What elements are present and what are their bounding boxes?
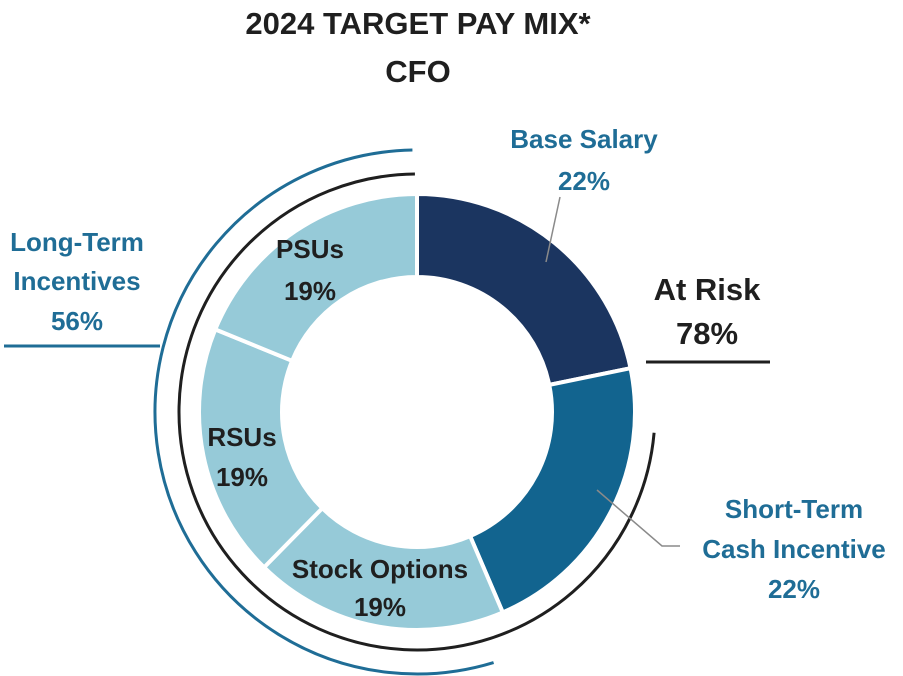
long-term-incentives-label-line2: Incentives [13, 266, 140, 296]
slice-base-salary [415, 191, 633, 388]
slice-psus [212, 191, 419, 364]
short-term-value: 22% [768, 574, 820, 604]
psus-value: 19% [284, 276, 336, 306]
short-term-label-line1: Short-Term [725, 494, 863, 524]
donut-slices [197, 191, 637, 632]
at-risk-label: At Risk [654, 272, 762, 307]
rsus-label: RSUs [207, 422, 276, 452]
stock-options-label: Stock Options [292, 554, 468, 584]
psus-label: PSUs [276, 234, 344, 264]
short-term-leader-line [596, 489, 680, 547]
chart-title: 2024 TARGET PAY MIX* [245, 6, 591, 41]
stock-options-value: 19% [354, 592, 406, 622]
short-term-label-line2: Cash Incentive [702, 534, 886, 564]
base-salary-label: Base Salary [510, 124, 658, 154]
at-risk-bracket [177, 172, 656, 652]
slice-short-term-cash-incentive [467, 365, 637, 616]
long-term-incentives-label-line1: Long-Term [10, 227, 144, 257]
long-term-incentives-bracket [153, 148, 495, 676]
at-risk-value: 78% [676, 316, 738, 351]
base-salary-leader-line [545, 196, 561, 263]
chart-subtitle: CFO [385, 54, 450, 89]
rsus-value: 19% [216, 462, 268, 492]
long-term-incentives-value: 56% [51, 306, 103, 336]
base-salary-value: 22% [558, 166, 610, 196]
